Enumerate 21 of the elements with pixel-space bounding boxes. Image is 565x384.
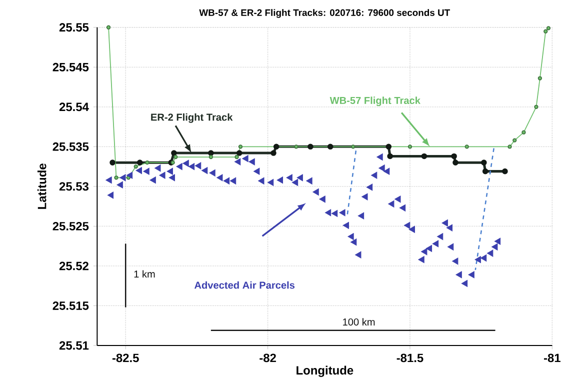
annotation: WB-57 Flight Track <box>330 96 420 106</box>
y-tick-label: 25.525 <box>52 222 89 230</box>
x-tick-label: -81.5 <box>396 354 424 362</box>
y-tick-label: 25.55 <box>59 23 89 32</box>
y-tick-label: 25.52 <box>59 262 88 270</box>
annotation: Advected Air Parcels <box>194 281 295 289</box>
y-axis-title: Latitude <box>37 163 46 209</box>
annotation: 100 km <box>343 318 375 326</box>
x-axis-title: Longitude <box>296 366 354 377</box>
x-tick-label: -82 <box>260 354 276 362</box>
y-tick-label: 25.51 <box>59 341 89 350</box>
x-tick-label: -82.5 <box>112 354 139 362</box>
annotation: 1 km <box>134 270 155 278</box>
y-tick-label: 25.53 <box>59 182 89 191</box>
y-tick-label: 25.54 <box>59 102 89 112</box>
y-tick-label: 25.535 <box>52 142 89 151</box>
annotation: ER-2 Flight Track <box>151 113 233 123</box>
y-tick-label: 25.545 <box>52 62 89 72</box>
y-tick-label: 25.515 <box>52 301 89 310</box>
chart-title: WB-57 & ER-2 Flight Tracks: 020716: 79600 seconds UT <box>199 8 450 18</box>
x-tick-label: -81 <box>544 354 560 362</box>
